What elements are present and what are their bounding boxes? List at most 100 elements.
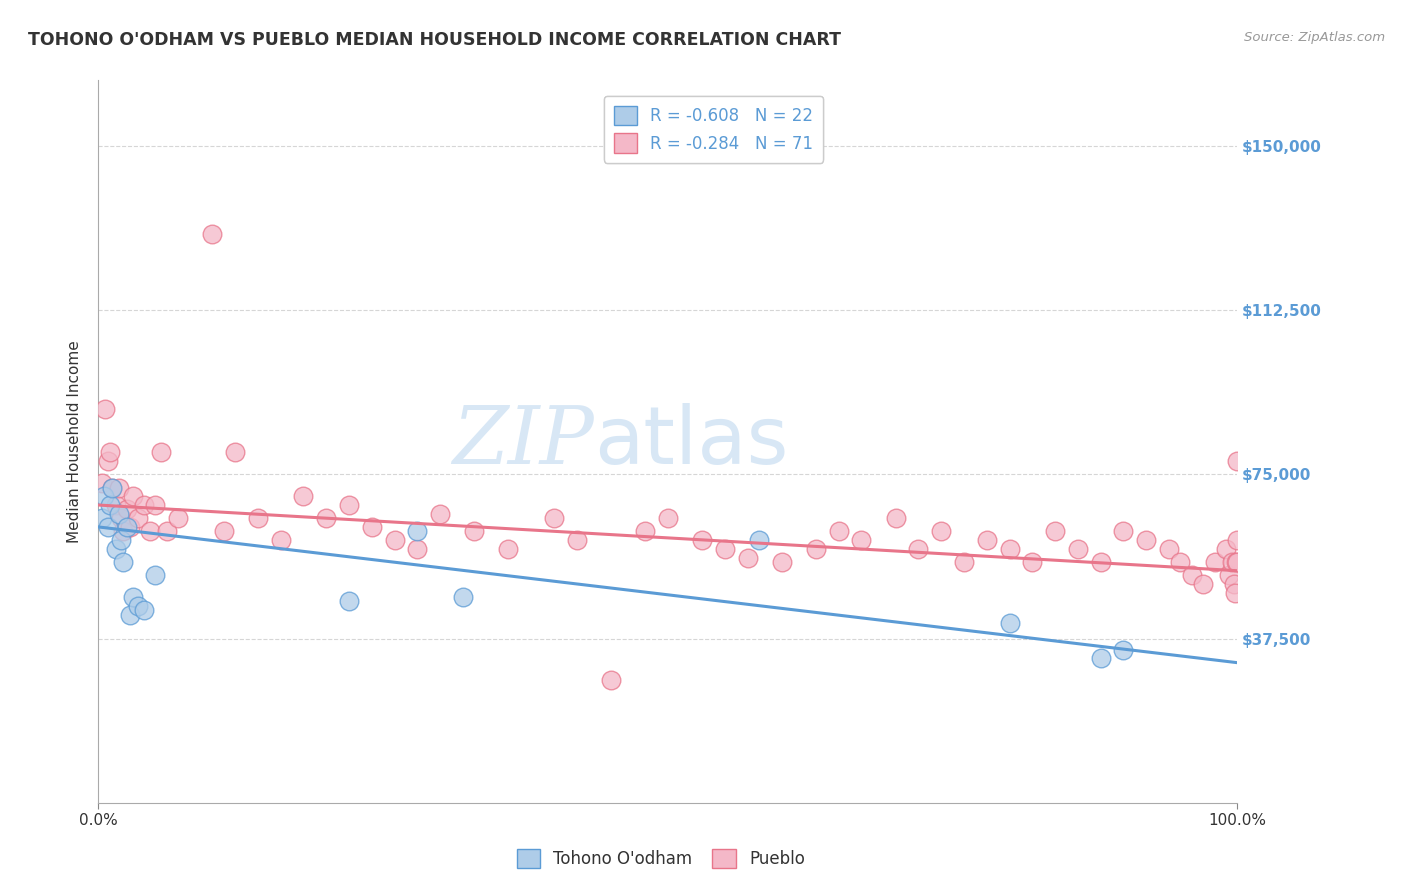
Point [406,524,429,539]
Point [1090,651,1112,665]
Point [1226,533,1249,547]
Point [1226,454,1249,468]
Point [1215,541,1237,556]
Point [270,533,292,547]
Point [998,616,1021,631]
Point [104,498,127,512]
Point [1220,555,1243,569]
Y-axis label: Median Household Income: Median Household Income [67,340,83,543]
Point [145,498,167,512]
Point [98,498,121,512]
Point [1204,555,1226,569]
Point [1157,541,1180,556]
Point [1090,555,1112,569]
Point [1043,524,1066,539]
Point [167,511,190,525]
Point [1135,533,1157,547]
Point [127,599,149,613]
Point [851,533,873,547]
Point [463,524,485,539]
Point [406,541,429,556]
Point [112,524,135,539]
Point [1192,577,1215,591]
Text: atlas: atlas [593,402,789,481]
Point [224,445,246,459]
Point [90,511,112,525]
Point [150,445,173,459]
Point [429,507,451,521]
Point [1067,541,1090,556]
Legend: Tohono O'odham, Pueblo: Tohono O'odham, Pueblo [510,842,811,875]
Point [1226,555,1249,569]
Point [145,568,167,582]
Point [337,594,360,608]
Point [1223,577,1246,591]
Point [804,541,827,556]
Point [451,590,474,604]
Point [94,401,117,416]
Point [884,511,907,525]
Point [1225,555,1247,569]
Point [98,445,121,459]
Point [1181,568,1204,582]
Point [112,555,135,569]
Point [108,481,131,495]
Point [201,227,224,241]
Point [770,555,793,569]
Point [1112,524,1135,539]
Point [120,607,142,622]
Point [138,524,160,539]
Point [110,511,132,525]
Point [115,520,138,534]
Text: TOHONO O'ODHAM VS PUEBLO MEDIAN HOUSEHOLD INCOME CORRELATION CHART: TOHONO O'ODHAM VS PUEBLO MEDIAN HOUSEHOL… [28,31,841,49]
Point [120,520,142,534]
Point [498,541,520,556]
Point [690,533,713,547]
Point [101,481,124,495]
Point [1218,568,1240,582]
Point [976,533,998,547]
Point [96,520,118,534]
Point [104,541,127,556]
Point [108,507,131,521]
Point [90,476,112,491]
Point [737,550,759,565]
Point [1170,555,1192,569]
Point [657,511,679,525]
Point [132,603,155,617]
Point [96,454,118,468]
Point [246,511,269,525]
Point [384,533,406,547]
Point [110,533,132,547]
Text: ZIP: ZIP [453,403,593,480]
Point [315,511,337,525]
Point [1223,585,1246,599]
Point [953,555,976,569]
Point [337,498,360,512]
Point [360,520,382,534]
Text: Source: ZipAtlas.com: Source: ZipAtlas.com [1244,31,1385,45]
Point [212,524,235,539]
Legend: R = -0.608   N = 22, R = -0.284   N = 71: R = -0.608 N = 22, R = -0.284 N = 71 [603,95,824,162]
Point [115,502,138,516]
Point [156,524,179,539]
Point [121,489,143,503]
Point [600,673,623,688]
Point [634,524,657,539]
Point [132,498,155,512]
Point [543,511,565,525]
Point [127,511,149,525]
Point [998,541,1021,556]
Point [748,533,770,547]
Point [714,541,737,556]
Point [907,541,929,556]
Point [828,524,851,539]
Point [292,489,315,503]
Point [1112,642,1135,657]
Point [101,481,124,495]
Point [93,489,115,503]
Point [1021,555,1043,569]
Point [565,533,588,547]
Point [121,590,143,604]
Point [929,524,952,539]
